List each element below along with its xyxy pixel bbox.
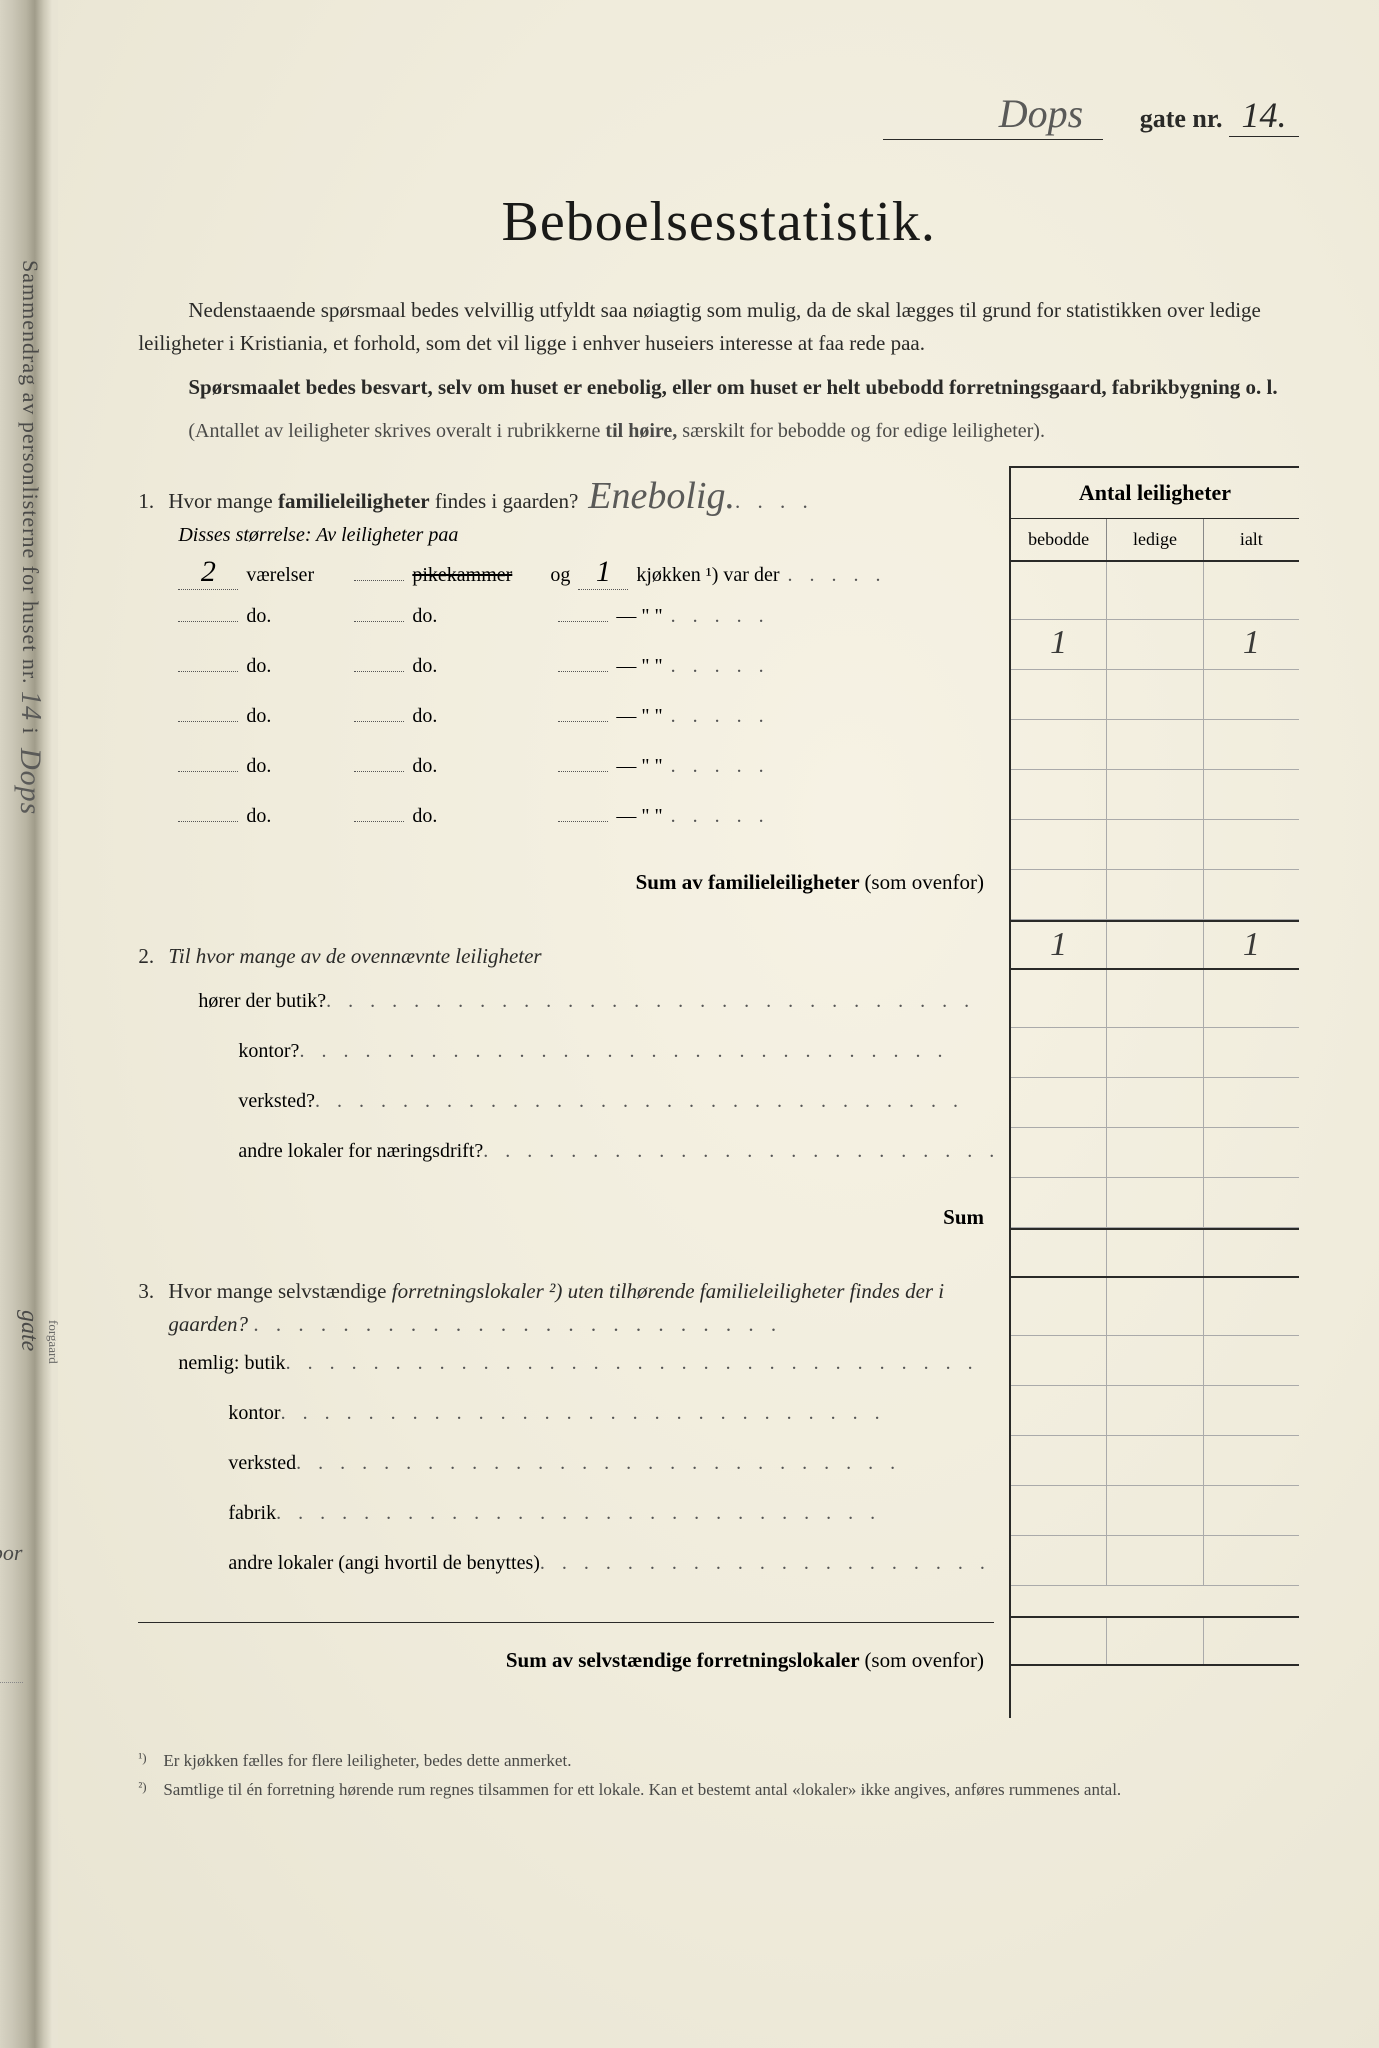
q1-size-row: do. do. — " " . . . . . bbox=[138, 605, 994, 655]
answer-row bbox=[1011, 720, 1299, 770]
margin-script: u bbox=[0, 1650, 23, 1683]
answer-row bbox=[1011, 1336, 1299, 1386]
answer-row bbox=[1011, 1278, 1299, 1336]
q1-answer-handwritten: Enebolig. bbox=[578, 466, 735, 527]
answer-row bbox=[1011, 670, 1299, 720]
answer-row bbox=[1011, 1386, 1299, 1436]
answer-row bbox=[1011, 770, 1299, 820]
table-col-headers: bebodde ledige ialt bbox=[1011, 519, 1299, 560]
header-line: Dops gate nr. 14. bbox=[138, 90, 1299, 140]
q2-row: hører der butik? . . . . . . . . . . . .… bbox=[138, 990, 994, 1040]
answer-row bbox=[1011, 562, 1299, 620]
intro-p3: (Antallet av leiligheter skrives overalt… bbox=[138, 416, 1299, 446]
q3-row: kontor . . . . . . . . . . . . . . . . .… bbox=[138, 1402, 994, 1452]
q1-sub: Disses størrelse: Av leiligheter paa bbox=[138, 524, 994, 547]
gate-label: gate nr. bbox=[1140, 104, 1223, 133]
answer-table: Antal leiligheter bebodde ledige ialt 11… bbox=[1009, 466, 1299, 1718]
q1-sum-line: Sum av familieleiligheter (som ovenfor) bbox=[138, 855, 994, 910]
margin-vertical-text: Sammendrag av personlisterne for huset n… bbox=[10, 260, 50, 815]
table-title: Antal leiligheter bbox=[1011, 468, 1299, 519]
answer-row bbox=[1011, 1028, 1299, 1078]
answer-row: 11 bbox=[1011, 920, 1299, 970]
answer-row bbox=[1011, 870, 1299, 920]
q2-sum-line: Sum bbox=[138, 1190, 994, 1245]
answer-row bbox=[1011, 820, 1299, 870]
intro-p1: Nedenstaaende spørsmaal bedes velvillig … bbox=[138, 294, 1299, 359]
margin-und-bor: und bor bbox=[0, 1540, 22, 1566]
q2-row: verksted? . . . . . . . . . . . . . . . … bbox=[138, 1090, 994, 1140]
answer-row bbox=[1011, 1178, 1299, 1228]
answer-row bbox=[1011, 1228, 1299, 1278]
answer-row bbox=[1011, 970, 1299, 1028]
street-name: Dops bbox=[883, 90, 1103, 140]
q3-sum-line: Sum av selvstændige forretningslokaler (… bbox=[138, 1633, 994, 1688]
answer-row bbox=[1011, 1616, 1299, 1666]
q2-row: kontor? . . . . . . . . . . . . . . . . … bbox=[138, 1040, 994, 1090]
question-3: 3. Hvor mange selvstændige forretningslo… bbox=[138, 1275, 994, 1688]
document-page: und bor u Dops gate nr. 14. Beboelsessta… bbox=[58, 0, 1379, 2048]
q3-row: fabrik . . . . . . . . . . . . . . . . .… bbox=[138, 1502, 994, 1552]
book-spine: Sammendrag av personlisterne for huset n… bbox=[0, 0, 58, 2048]
answer-row bbox=[1011, 1078, 1299, 1128]
q1-size-row: 2 værelser pikekammer og 1 kjøkken ¹) va… bbox=[138, 555, 994, 605]
questions-column: 1. Hvor mange familieleiligheter findes … bbox=[138, 466, 1009, 1718]
q1-size-row: do. do. — " " . . . . . bbox=[138, 755, 994, 805]
footnotes: ¹)Er kjøkken fælles for flere leilighete… bbox=[138, 1748, 1299, 1803]
q2-row: andre lokaler for næringsdrift? . . . . … bbox=[138, 1140, 994, 1190]
q3-row: verksted . . . . . . . . . . . . . . . .… bbox=[138, 1452, 994, 1502]
q1-size-row: do. do. — " " . . . . . bbox=[138, 655, 994, 705]
intro-p2: Spørsmaalet bedes besvart, selv om huset… bbox=[138, 371, 1299, 404]
answer-row bbox=[1011, 1436, 1299, 1486]
answer-row: 11 bbox=[1011, 620, 1299, 670]
q1-size-row: do. do. — " " . . . . . bbox=[138, 805, 994, 855]
gate-number: 14. bbox=[1229, 94, 1299, 137]
q1-size-row: do. do. — " " . . . . . bbox=[138, 705, 994, 755]
q3-row: andre lokaler (angi hvortil de benyttes)… bbox=[138, 1552, 994, 1602]
answer-row bbox=[1011, 1536, 1299, 1586]
answer-row bbox=[1011, 1128, 1299, 1178]
answer-row bbox=[1011, 1486, 1299, 1536]
question-2: 2. Til hvor mange av de ovennævnte leili… bbox=[138, 940, 994, 1245]
q3-nemlig-row: nemlig: butik . . . . . . . . . . . . . … bbox=[138, 1352, 994, 1402]
question-1: 1. Hvor mange familieleiligheter findes … bbox=[138, 466, 994, 910]
margin-gate-label: gate bbox=[15, 1310, 42, 1351]
page-title: Beboelsesstatistik. bbox=[138, 190, 1299, 254]
